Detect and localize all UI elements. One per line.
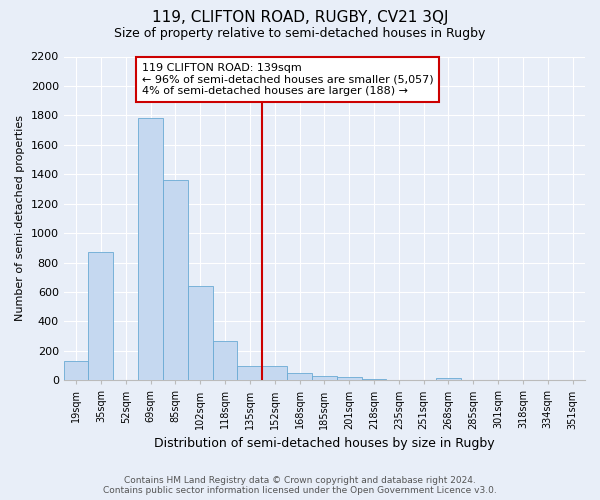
Text: 119, CLIFTON ROAD, RUGBY, CV21 3QJ: 119, CLIFTON ROAD, RUGBY, CV21 3QJ xyxy=(152,10,448,25)
Bar xyxy=(212,340,238,380)
Bar xyxy=(64,361,88,380)
Bar xyxy=(362,379,386,380)
Bar xyxy=(436,378,461,380)
Bar xyxy=(312,376,337,380)
Y-axis label: Number of semi-detached properties: Number of semi-detached properties xyxy=(15,116,25,322)
Bar xyxy=(238,366,262,380)
Bar xyxy=(337,378,362,380)
Bar xyxy=(163,180,188,380)
Bar xyxy=(138,118,163,380)
X-axis label: Distribution of semi-detached houses by size in Rugby: Distribution of semi-detached houses by … xyxy=(154,437,494,450)
Bar xyxy=(262,366,287,380)
Bar xyxy=(287,373,312,380)
Bar xyxy=(88,252,113,380)
Text: Size of property relative to semi-detached houses in Rugby: Size of property relative to semi-detach… xyxy=(115,28,485,40)
Text: 119 CLIFTON ROAD: 139sqm
← 96% of semi-detached houses are smaller (5,057)
4% of: 119 CLIFTON ROAD: 139sqm ← 96% of semi-d… xyxy=(142,63,433,96)
Bar xyxy=(188,286,212,380)
Text: Contains HM Land Registry data © Crown copyright and database right 2024.
Contai: Contains HM Land Registry data © Crown c… xyxy=(103,476,497,495)
